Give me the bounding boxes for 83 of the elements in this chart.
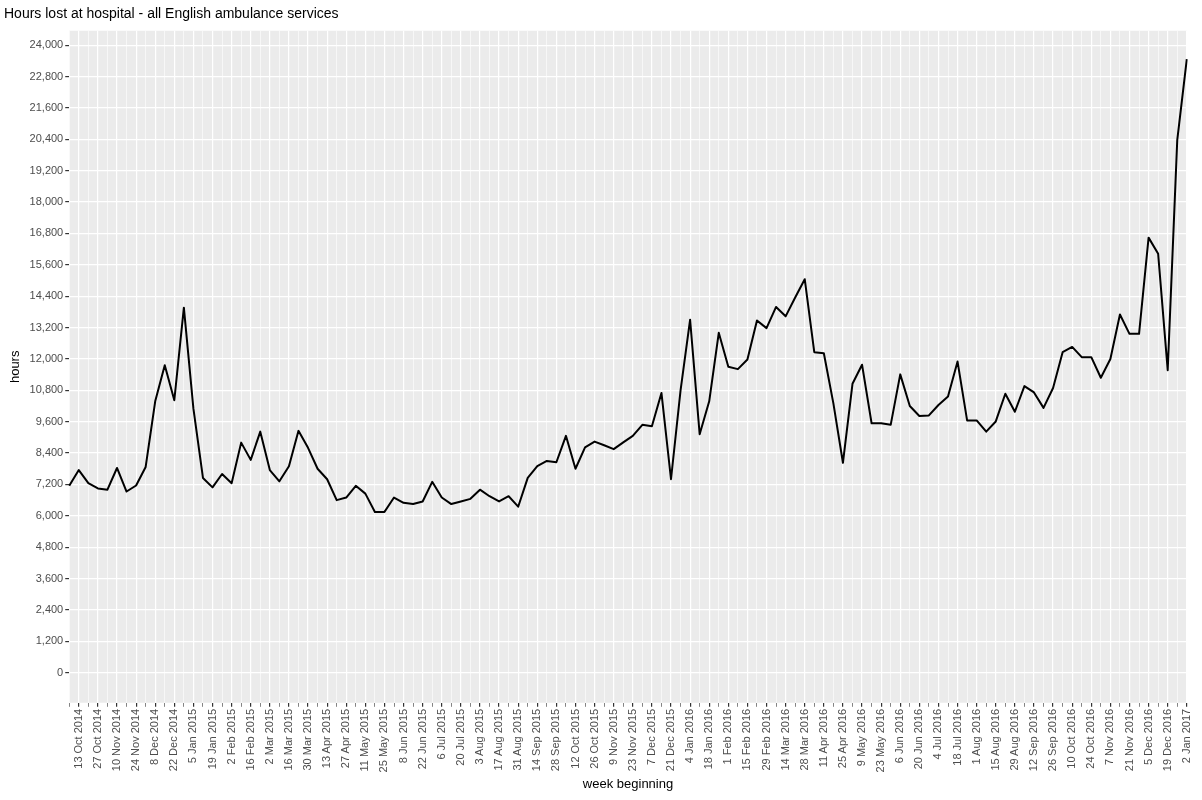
x-tick-label: 15 Aug 2016 — [988, 708, 1001, 771]
x-tick-label: 7 Dec 2015 — [644, 708, 657, 766]
x-tick-label: 11 Apr 2016 — [816, 708, 829, 768]
x-tick-label: 24 Nov 2014 — [129, 708, 142, 772]
x-tick-label: 24 Oct 2016 — [1084, 708, 1097, 769]
x-tick-label: 4 Jul 2016 — [931, 708, 944, 760]
x-tick-label: 29 Feb 2016 — [759, 708, 772, 771]
x-tick-label: 8 Dec 2014 — [148, 708, 161, 766]
x-tick-label: 3 Aug 2015 — [473, 708, 485, 765]
x-tick-label: 8 Jun 2015 — [396, 708, 409, 764]
x-tick-label: 1 Feb 2016 — [721, 708, 734, 765]
y-tick-label: 20,400 — [29, 132, 64, 145]
x-tick-label: 23 Nov 2015 — [625, 708, 638, 772]
x-tick-label: 16 Feb 2015 — [243, 708, 256, 771]
x-tick-label: 10 Oct 2016 — [1065, 708, 1078, 769]
y-tick-label: 2,400 — [35, 603, 64, 616]
y-tick-label: 3,600 — [35, 571, 64, 584]
x-tick-label: 4 Jan 2016 — [683, 708, 696, 764]
x-tick-label: 2 Mar 2015 — [262, 708, 275, 765]
x-tick-label: 27 Apr 2015 — [339, 708, 352, 769]
x-tick-label: 18 Jul 2016 — [950, 708, 963, 766]
x-tick-label: 25 May 2015 — [377, 708, 390, 773]
y-tick-label: 14,400 — [29, 289, 64, 302]
y-tick-label: 24,000 — [29, 38, 64, 51]
x-tick-label: 12 Oct 2015 — [568, 708, 581, 769]
y-tick-label: 4,800 — [35, 540, 64, 553]
x-tick-label: 18 Jan 2016 — [702, 708, 715, 770]
y-tick-label: 7,200 — [35, 477, 64, 490]
x-tick-label: 20 Jul 2015 — [453, 708, 466, 766]
x-tick-label: 31 Aug 2015 — [511, 708, 524, 771]
y-tick-label: 19,200 — [29, 163, 64, 176]
x-tick-label: 14 Sep 2015 — [530, 708, 543, 772]
x-tick-label: 21 Dec 2015 — [664, 708, 677, 772]
x-tick-label: 25 Apr 2016 — [835, 708, 848, 769]
x-tick-label: 6 Jul 2015 — [434, 708, 447, 760]
x-tick-label: 16 Mar 2015 — [281, 708, 294, 771]
x-tick-label: 22 Jun 2015 — [415, 708, 428, 770]
y-tick-label: 16,800 — [29, 226, 64, 239]
x-tick-label: 10 Nov 2014 — [110, 708, 123, 772]
x-tick-label: 23 May 2016 — [874, 708, 887, 773]
y-tick-label: 13,200 — [29, 320, 64, 333]
x-tick-label: 21 Nov 2016 — [1122, 708, 1135, 772]
x-tick-label: 15 Feb 2016 — [740, 708, 753, 771]
y-tick-label: 8,400 — [35, 446, 64, 459]
y-tick-label: 9,600 — [35, 414, 64, 427]
x-tick-label: 13 Oct 2014 — [71, 708, 84, 769]
x-tick-label: 13 Apr 2015 — [320, 708, 333, 769]
x-tick-label: 20 Jun 2016 — [912, 708, 925, 770]
y-tick-label: 0 — [57, 665, 64, 678]
x-tick-label: 5 Jan 2015 — [186, 708, 199, 764]
y-tick-label: 22,800 — [29, 69, 64, 82]
x-tick-label: 22 Dec 2014 — [167, 708, 180, 772]
chart-title: Hours lost at hospital - all English ambulance services — [4, 5, 339, 22]
x-tick-label: 6 Jun 2016 — [893, 708, 906, 764]
y-tick-label: 6,000 — [35, 508, 64, 521]
y-axis-title: hours — [7, 350, 23, 384]
x-tick-label: 28 Mar 2016 — [797, 708, 810, 771]
x-tick-label: 2 Feb 2015 — [224, 708, 237, 765]
x-tick-label: 26 Oct 2015 — [587, 708, 600, 769]
x-tick-label: 2 Jan 2017 — [1179, 708, 1192, 764]
x-tick-label: 9 May 2016 — [855, 708, 868, 767]
x-tick-label: 30 Mar 2015 — [301, 708, 314, 771]
x-tick-label: 7 Nov 2016 — [1103, 708, 1116, 766]
x-tick-label: 5 Dec 2016 — [1141, 708, 1154, 766]
x-tick-label: 19 Jan 2015 — [205, 708, 218, 770]
y-tick-label: 21,600 — [29, 100, 64, 113]
x-tick-label: 1 Aug 2016 — [969, 708, 982, 765]
x-tick-label: 29 Aug 2016 — [1007, 708, 1020, 771]
x-axis-title: week beginning — [581, 775, 674, 791]
x-tick-label: 26 Sep 2016 — [1046, 708, 1059, 772]
y-tick-label: 10,800 — [29, 383, 64, 396]
x-tick-label: 11 May 2015 — [358, 708, 371, 772]
x-tick-label: 9 Nov 2015 — [606, 708, 619, 766]
x-tick-label: 14 Mar 2016 — [778, 708, 791, 771]
x-tick-label: 12 Sep 2016 — [1027, 708, 1039, 772]
x-tick-label: 17 Aug 2015 — [492, 708, 505, 771]
x-tick-label: 19 Dec 2016 — [1160, 708, 1173, 772]
y-tick-label: 1,200 — [35, 634, 64, 647]
y-tick-label: 12,000 — [29, 351, 64, 364]
y-tick-label: 18,000 — [29, 195, 64, 208]
y-tick-label: 15,600 — [29, 257, 64, 270]
x-tick-label: 27 Oct 2014 — [90, 708, 103, 769]
x-tick-label: 28 Sep 2015 — [549, 708, 562, 772]
